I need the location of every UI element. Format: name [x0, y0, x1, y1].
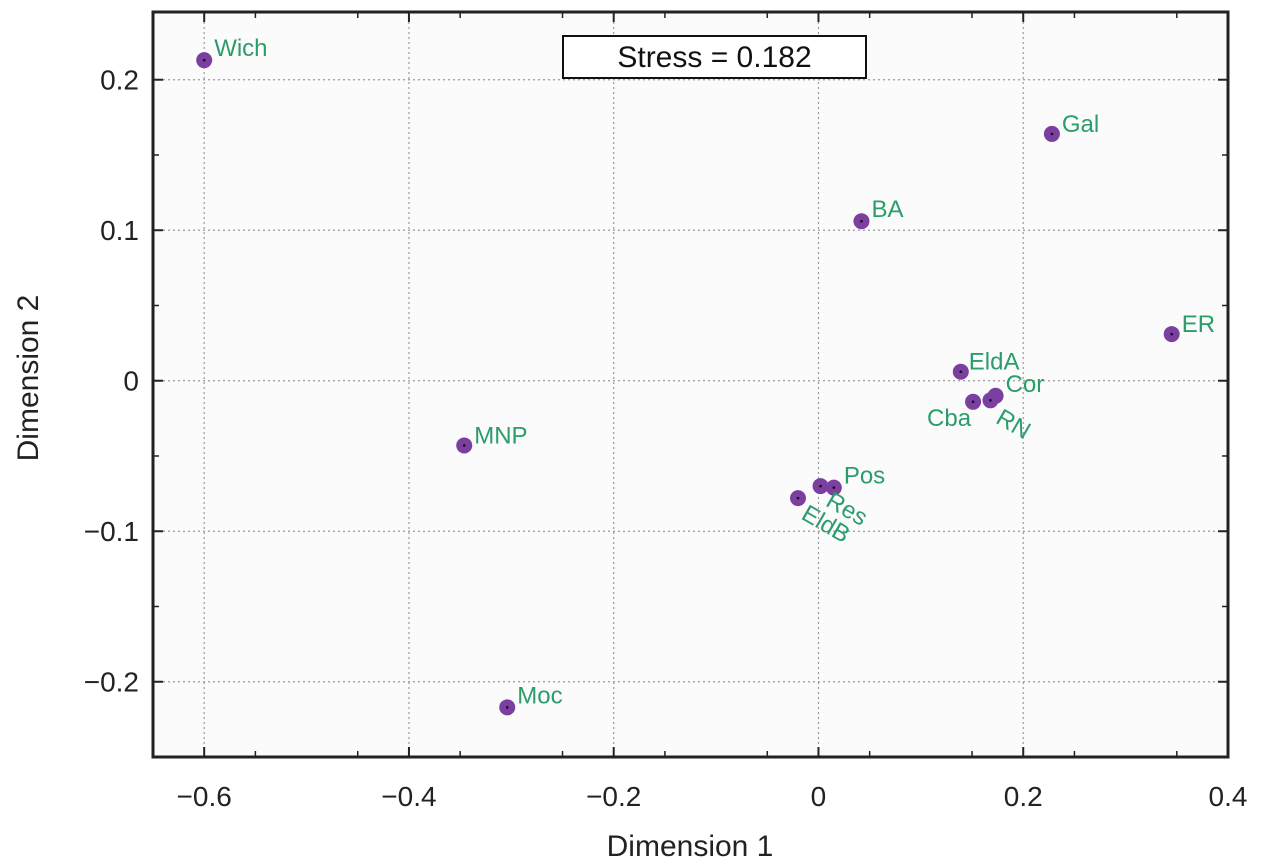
- data-point-center: [959, 370, 963, 374]
- point-label: Wich: [214, 35, 267, 62]
- x-tick-label: −0.6: [177, 781, 232, 812]
- data-point-center: [832, 486, 836, 489]
- y-tick-label: −0.1: [84, 516, 139, 547]
- point-label: MNP: [474, 422, 527, 449]
- point-label: Gal: [1062, 111, 1099, 138]
- y-tick-label: 0: [123, 366, 139, 397]
- x-axis-label: Dimension 1: [607, 830, 774, 863]
- grid-lines: [153, 12, 1229, 757]
- point-label: Pos: [844, 463, 885, 490]
- data-point-center: [505, 706, 509, 709]
- x-tick-label: −0.2: [586, 781, 641, 812]
- point-label: EldA: [969, 349, 1020, 376]
- data-point-center: [989, 399, 992, 402]
- point-label: BA: [871, 196, 903, 223]
- data-point-center: [462, 444, 466, 447]
- point-label: Cor: [1006, 371, 1045, 398]
- data-point-center: [1050, 132, 1054, 136]
- stress-annotation-box: [562, 35, 867, 79]
- y-tick-labels: −0.2 −0.1 0 0.1 0.2: [84, 65, 139, 698]
- data-point-center: [860, 219, 863, 223]
- x-tick-label: 0.2: [1004, 781, 1043, 812]
- x-tick-label: 0: [811, 781, 827, 812]
- data-point-center: [202, 58, 206, 62]
- stress-annotation-text: Stress = 0.182: [617, 41, 811, 74]
- data-point-center: [819, 484, 822, 488]
- data-point-center: [1170, 332, 1173, 336]
- plot-frame: [151, 10, 1230, 759]
- x-tick-label: −0.4: [381, 781, 436, 812]
- data-points: [196, 52, 1180, 716]
- data-point-center: [971, 400, 975, 404]
- data-point-center: [796, 496, 800, 500]
- stress-annotation: Stress = 0.182: [562, 35, 867, 79]
- y-tick-label: 0.2: [100, 65, 139, 96]
- y-tick-label: 0.1: [100, 215, 139, 246]
- point-label: Moc: [517, 682, 562, 709]
- y-tick-label: −0.2: [84, 667, 139, 698]
- x-tick-label: 0.4: [1209, 781, 1248, 812]
- point-label: ER: [1182, 311, 1215, 338]
- y-axis-label: Dimension 2: [12, 295, 45, 462]
- x-tick-labels: −0.6 −0.4 −0.2 0 0.2 0.4: [177, 781, 1248, 812]
- point-label: Cba: [927, 405, 972, 432]
